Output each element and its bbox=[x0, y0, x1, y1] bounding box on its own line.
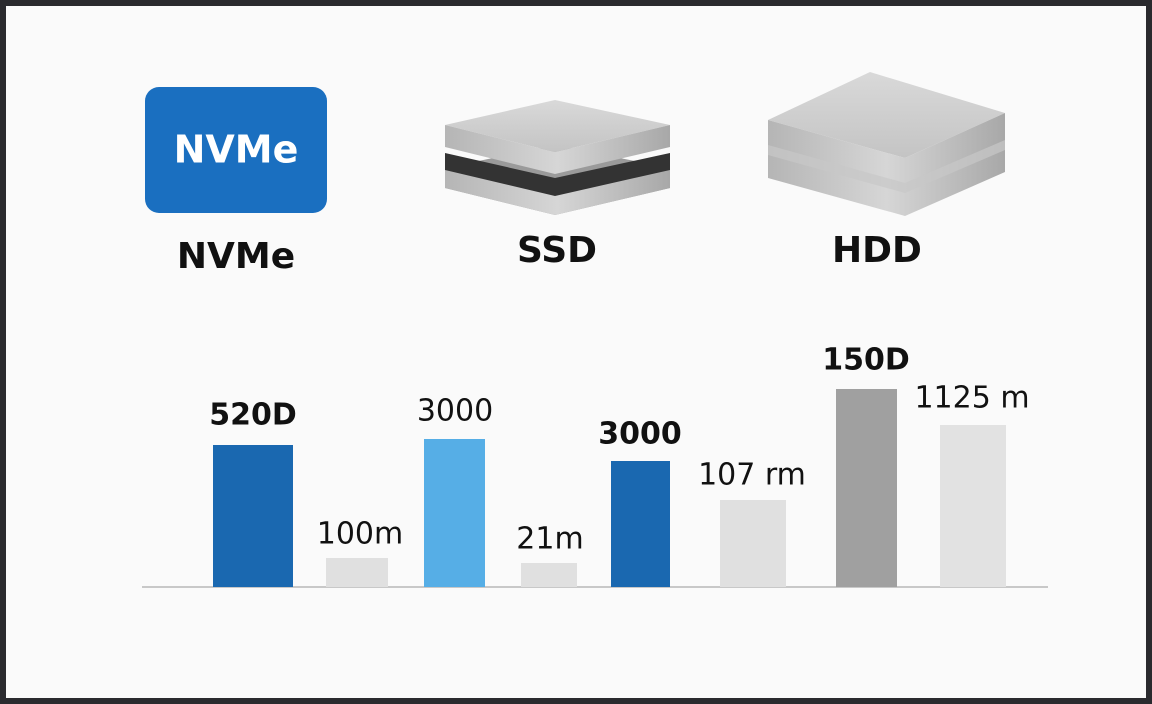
device-label: HDD bbox=[832, 230, 922, 271]
bar-label: 150D bbox=[822, 343, 910, 378]
device-label: NVMe bbox=[177, 236, 295, 277]
bar-label: 107 rm bbox=[698, 458, 806, 493]
bar bbox=[940, 425, 1006, 587]
bar bbox=[521, 563, 577, 587]
bar bbox=[836, 389, 897, 587]
bar bbox=[424, 439, 485, 587]
bar-label: 21m bbox=[516, 522, 583, 557]
bar-label: 100m bbox=[317, 517, 403, 552]
nvme-icon bbox=[145, 87, 327, 213]
ssd-icon bbox=[445, 100, 670, 215]
device-label: SSD bbox=[517, 230, 597, 271]
hdd-icon bbox=[768, 72, 1005, 216]
bar-label: 1125 m bbox=[914, 381, 1029, 416]
bar bbox=[326, 558, 388, 587]
bar bbox=[213, 445, 293, 587]
bar-label: 3000 bbox=[598, 417, 682, 452]
bar-label: 520D bbox=[209, 398, 297, 433]
bar-label: 3000 bbox=[417, 394, 493, 429]
nvme-icon-text: NVMe bbox=[174, 128, 299, 172]
bar bbox=[720, 500, 786, 587]
bar bbox=[611, 461, 670, 587]
